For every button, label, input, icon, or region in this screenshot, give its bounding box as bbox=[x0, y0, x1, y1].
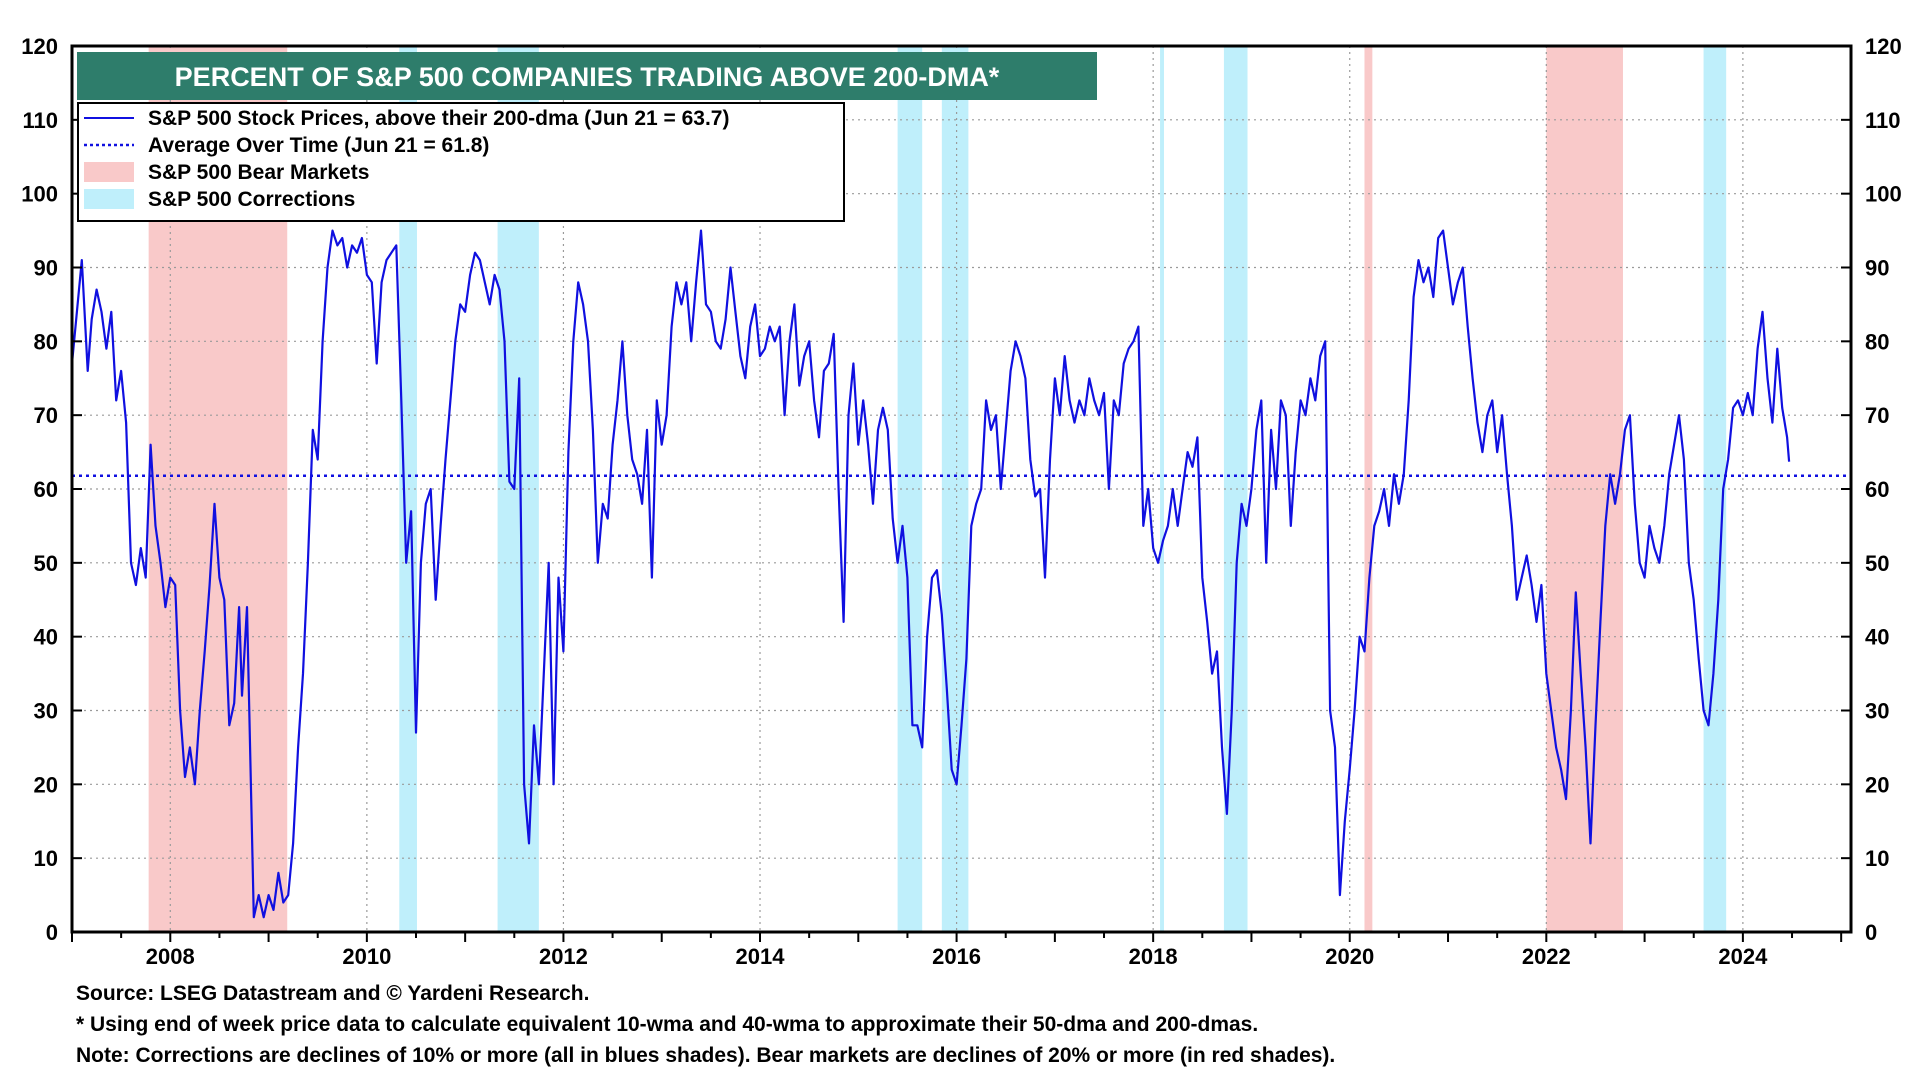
x-tick-label: 2024 bbox=[1718, 944, 1768, 969]
chart-title-box: PERCENT OF S&P 500 COMPANIES TRADING ABO… bbox=[77, 52, 1097, 100]
y-tick-label-left: 60 bbox=[34, 477, 58, 502]
y-tick-label-right: 100 bbox=[1865, 182, 1902, 207]
y-tick-label-right: 30 bbox=[1865, 699, 1889, 724]
x-tick-label: 2016 bbox=[932, 944, 981, 969]
legend-label-stock-prices: S&P 500 Stock Prices, above their 200-dm… bbox=[148, 107, 729, 130]
legend: S&P 500 Stock Prices, above their 200-dm… bbox=[77, 102, 845, 222]
legend-label-corrections: S&P 500 Corrections bbox=[148, 188, 355, 211]
legend-bear-swatch bbox=[84, 162, 134, 182]
source-note: Source: LSEG Datastream and © Yardeni Re… bbox=[76, 982, 590, 1005]
x-tick-label: 2014 bbox=[736, 944, 786, 969]
correction-shade bbox=[1223, 46, 1248, 932]
x-tick-label: 2008 bbox=[146, 944, 195, 969]
legend-label-bear-markets: S&P 500 Bear Markets bbox=[148, 161, 369, 184]
series-line-stock-prices bbox=[70, 229, 1791, 919]
y-tick-label-left: 100 bbox=[21, 182, 58, 207]
x-tick-label: 2010 bbox=[342, 944, 391, 969]
y-tick-label-right: 40 bbox=[1865, 625, 1889, 650]
y-tick-label-right: 70 bbox=[1865, 403, 1889, 428]
y-tick-label-right: 80 bbox=[1865, 329, 1889, 354]
x-tick-label: 2018 bbox=[1129, 944, 1178, 969]
chart-title: PERCENT OF S&P 500 COMPANIES TRADING ABO… bbox=[175, 62, 1000, 92]
y-tick-label-right: 10 bbox=[1865, 846, 1889, 871]
y-axis-left: 0 10 20 30 40 50 60 70 80 90 100 110 120 bbox=[21, 34, 58, 945]
footnotes: Source: LSEG Datastream and © Yardeni Re… bbox=[76, 978, 1896, 1071]
y-tick-label-right: 60 bbox=[1865, 477, 1889, 502]
legend-label-average: Average Over Time (Jun 21 = 61.8) bbox=[148, 134, 489, 157]
y-tick-label-left: 120 bbox=[21, 34, 58, 59]
definition-note: Note: Corrections are declines of 10% or… bbox=[76, 1044, 1336, 1067]
chart-title-background bbox=[77, 52, 1097, 100]
y-tick-label-left: 90 bbox=[34, 256, 58, 281]
x-tick-label: 2020 bbox=[1325, 944, 1374, 969]
y-tick-label-right: 90 bbox=[1865, 256, 1889, 281]
y-tick-label-right: 120 bbox=[1865, 34, 1902, 59]
x-tick-label: 2012 bbox=[539, 944, 588, 969]
legend-correction-swatch bbox=[84, 189, 134, 209]
y-tick-label-left: 20 bbox=[34, 772, 58, 797]
x-axis: 2008 2010 2012 2014 2016 2018 2020 2022 2024 bbox=[146, 944, 1768, 969]
y-tick-label-right: 110 bbox=[1865, 108, 1901, 133]
correction-shade bbox=[1160, 46, 1164, 932]
gridlines bbox=[72, 46, 1851, 932]
series-group bbox=[70, 229, 1791, 919]
x-tick-label: 2022 bbox=[1522, 944, 1571, 969]
y-tick-label-left: 40 bbox=[34, 625, 58, 650]
y-axis-right: 0 10 20 30 40 50 60 70 80 90 100 110 120 bbox=[1865, 34, 1902, 945]
y-tick-label-left: 30 bbox=[34, 699, 58, 724]
legend-box bbox=[77, 102, 845, 222]
axis-ticks bbox=[71, 45, 1851, 942]
y-tick-label-left: 80 bbox=[34, 329, 58, 354]
method-note: * Using end of week price data to calcul… bbox=[76, 1013, 1259, 1036]
y-tick-label-left: 50 bbox=[34, 551, 58, 576]
y-tick-label-left: 70 bbox=[34, 403, 58, 428]
y-tick-label-right: 0 bbox=[1865, 920, 1877, 945]
y-tick-label-right: 20 bbox=[1865, 772, 1889, 797]
y-tick-label-right: 50 bbox=[1865, 551, 1889, 576]
y-tick-label-left: 0 bbox=[46, 920, 58, 945]
y-tick-label-left: 110 bbox=[23, 108, 59, 133]
y-tick-label-left: 10 bbox=[34, 846, 58, 871]
